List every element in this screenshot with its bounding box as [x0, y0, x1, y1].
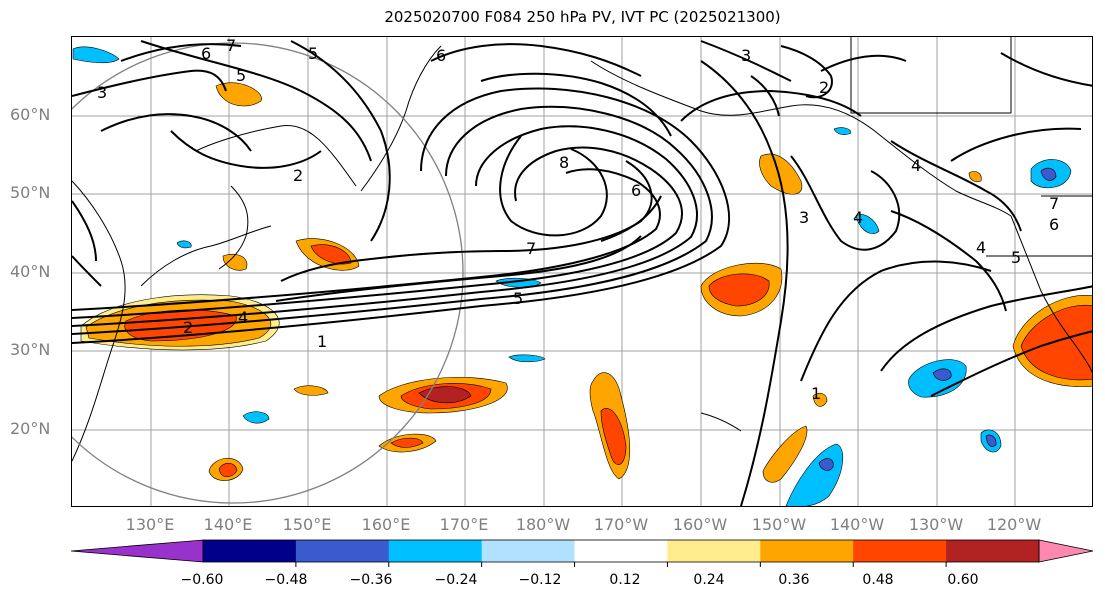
lon-label: 180°W [515, 515, 571, 534]
colorbar-tick-label: 0.60 [947, 572, 979, 588]
colorbar-tick-label: 0.12 [609, 572, 641, 588]
contour-label: 5 [1011, 248, 1021, 267]
lon-label: 130°W [908, 515, 964, 534]
pv-contours-inner [600, 75, 780, 242]
contour-labels: 6 7 5 3 6 2 5 3 2 8 6 7 5 3 4 4 7 6 5 4 … [97, 37, 1059, 403]
colorbar-segment [946, 540, 1040, 562]
colorbar-segment [295, 540, 390, 562]
contour-label: 4 [976, 238, 986, 257]
contour-label: 5 [308, 44, 318, 63]
colorbar-tick-label: 0.36 [778, 572, 810, 588]
contour-label: 7 [1049, 194, 1059, 213]
contour-label: 4 [911, 156, 921, 175]
colorbar-segment [388, 540, 483, 562]
contour-label: 6 [1049, 215, 1059, 234]
lon-label: 150°W [751, 515, 807, 534]
lon-label: 140°E [203, 515, 253, 534]
map-canvas: 6 7 5 3 6 2 5 3 2 8 6 7 5 3 4 4 7 6 5 4 … [72, 37, 1092, 506]
colorbar-segment [853, 540, 947, 562]
colorbar-extend-min [70, 539, 204, 563]
lon-label: 170°E [439, 515, 489, 534]
colorbar-tick-label: 0.24 [693, 572, 725, 588]
contour-label: 3 [799, 208, 809, 227]
contour-label: 2 [819, 78, 829, 97]
contour-label: 2 [183, 318, 193, 337]
contour-label: 3 [741, 46, 751, 65]
lon-label: 160°W [672, 515, 728, 534]
colorbar-segment [667, 540, 761, 562]
range-circle [72, 42, 464, 504]
coastlines [72, 37, 1092, 462]
contour-label: 7 [226, 37, 236, 55]
contour-label: 6 [201, 44, 211, 63]
colorbar-ticks [295, 562, 947, 567]
contour-label: 4 [238, 308, 248, 327]
lat-label: 30°N [10, 340, 51, 359]
colorbar-segment [481, 540, 576, 562]
contour-label: 6 [631, 181, 641, 200]
colorbar-extend-max [1038, 539, 1094, 563]
colorbar-tick-label: −0.12 [518, 572, 562, 588]
contour-label: 8 [559, 153, 569, 172]
lat-label: 40°N [10, 262, 51, 281]
pv-contours [72, 40, 1092, 506]
contour-label: 4 [853, 208, 863, 227]
lon-label: 160°E [361, 515, 411, 534]
colorbar-segment [574, 540, 668, 562]
colorbar-segments [70, 539, 1094, 563]
colorbar-tick-label: −0.60 [180, 572, 224, 588]
colorbar-tick-label: −0.36 [349, 572, 393, 588]
lon-label: 170°W [593, 515, 649, 534]
map-title: 2025020700 F084 250 hPa PV, IVT PC (2025… [384, 8, 781, 26]
contour-label: 5 [236, 66, 246, 85]
contour-label: 1 [317, 332, 327, 351]
ivt-shading [72, 46, 1092, 506]
colorbar-tick-label: 0.48 [862, 572, 894, 588]
lon-label: 130°E [125, 515, 175, 534]
contour-label: 2 [293, 166, 303, 185]
map-frame: 6 7 5 3 6 2 5 3 2 8 6 7 5 3 4 4 7 6 5 4 … [71, 36, 1093, 507]
contour-label: 5 [513, 289, 523, 308]
contour-label: 7 [526, 239, 536, 258]
lon-label: 150°E [282, 515, 332, 534]
lon-label: 140°W [829, 515, 885, 534]
contour-label: 1 [811, 384, 821, 403]
lat-label: 20°N [10, 419, 51, 438]
lat-label: 60°N [10, 105, 51, 124]
lon-label: 120°W [986, 515, 1042, 534]
colorbar-segment [760, 540, 854, 562]
colorbar-outline [202, 539, 1040, 563]
lat-label: 50°N [10, 183, 51, 202]
colorbar-tick-label: −0.48 [264, 572, 308, 588]
contour-label: 3 [97, 83, 107, 102]
colorbar-segment [203, 540, 297, 562]
contour-label: 6 [436, 46, 446, 65]
colorbar-tick-label: −0.24 [434, 572, 478, 588]
